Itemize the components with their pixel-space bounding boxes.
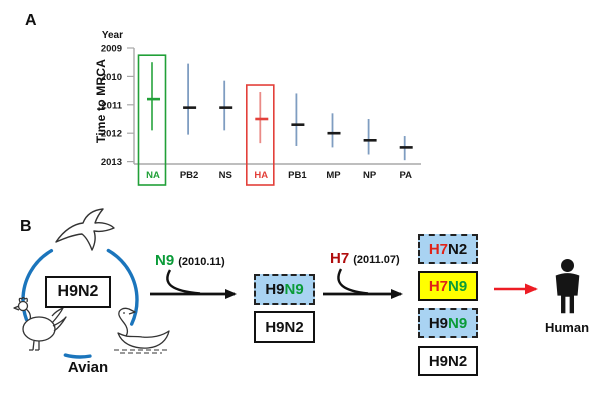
panel-a-label: A: [25, 12, 37, 29]
virus-text-part: H9: [265, 281, 285, 298]
gene-h7-date: (2011.07): [353, 254, 400, 266]
category-label-PB2: PB2: [180, 170, 198, 181]
virus-text-part: N9: [448, 277, 468, 295]
category-label-HA: HA: [254, 170, 268, 181]
gene-h7-label: H7: [330, 250, 350, 267]
virus-box-h9n2: H9N2: [254, 311, 315, 343]
swallow-icon: [55, 208, 115, 251]
avian-circulation-circle-icon: [21, 241, 139, 359]
y-tick-label-2012: 2012: [101, 129, 122, 140]
category-label-PB1: PB1: [288, 170, 307, 181]
virus-text-part: N9: [284, 281, 304, 298]
category-label-PA: PA: [399, 170, 412, 181]
y-tick-label-2013: 2013: [101, 157, 122, 168]
virus-text-part: H7: [428, 277, 448, 295]
y-axis-label: Time to MRCA: [94, 58, 108, 144]
category-label-NS: NS: [219, 170, 232, 181]
panel-b-label: B: [20, 218, 32, 235]
y-tick-label-2011: 2011: [101, 100, 122, 111]
step-label-h7: H7 (2011.07): [330, 250, 400, 268]
virus-box-h9n2: H9N2: [418, 346, 478, 376]
n9-gene-inflow-curve: [166, 269, 201, 295]
virus-text-part: H7: [428, 240, 448, 258]
highlight-box-HA: [246, 84, 275, 186]
gene-n9-date: (2010.11): [178, 256, 225, 268]
y-tick-label-2009: 2009: [101, 44, 122, 55]
category-label-NA: NA: [146, 170, 160, 181]
swan-icon: [114, 307, 170, 354]
virus-text-part: N2: [448, 240, 468, 258]
virus-text-part: H9: [428, 314, 448, 332]
rooster-icon: [13, 296, 67, 351]
y-tick-label-2010: 2010: [101, 72, 122, 83]
virus-box-h7n9: H7 N9: [418, 271, 478, 301]
category-label-MP: MP: [326, 170, 341, 181]
virus-text-part: H9N2: [428, 352, 468, 370]
panel-a-chart: Year 2009 2010 2011 2012 2013 NA PB2 NS HA PB1 MP NP…: [101, 30, 421, 186]
virus-text-part: N9: [448, 314, 468, 332]
virus-box-h9n9: H9 N9: [418, 308, 478, 338]
avian-label: Avian: [67, 359, 109, 376]
highlight-box-NA: [137, 54, 167, 186]
human-label: Human: [544, 320, 590, 335]
category-label-NP: NP: [363, 170, 377, 181]
human-icon: [555, 259, 580, 314]
virus-box-h9n2-source: H9N2: [45, 276, 111, 308]
h7-gene-inflow-curve: [337, 268, 369, 295]
y-axis-title: Year: [102, 30, 123, 41]
virus-box-h9n9: H9 N9: [254, 274, 315, 305]
virus-box-h7n2: H7 N2: [418, 234, 478, 264]
step-label-n9: N9 (2010.11): [155, 252, 225, 270]
gene-n9-label: N9: [155, 252, 175, 269]
virus-text-part: H9N2: [265, 318, 304, 336]
